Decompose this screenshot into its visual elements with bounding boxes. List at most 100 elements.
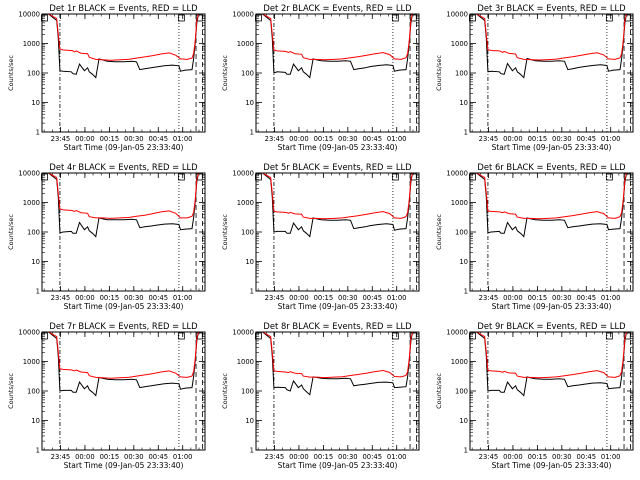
top-box-marker bbox=[605, 173, 613, 181]
panel-det-7: Det 7r BLACK = Events, RED = LLD Counts/s… bbox=[7, 321, 206, 470]
panel-title: Det 5r BLACK = Events, RED = LLD bbox=[263, 162, 411, 172]
y-tick-label: 100 bbox=[455, 229, 468, 237]
panel-det-5: Det 5r BLACK = Events, RED = LLD Counts/s… bbox=[221, 162, 420, 311]
panel-det-1: Det 1r BLACK = Events, RED = LLD Counts/s… bbox=[7, 3, 206, 152]
top-box-marker bbox=[177, 173, 185, 181]
x-tick-label: 00:15 bbox=[314, 135, 334, 143]
lld-series-line bbox=[256, 332, 419, 379]
y-axis-label: Counts/sec bbox=[435, 373, 443, 409]
x-tick-label: 00:45 bbox=[148, 453, 168, 461]
events-series-line bbox=[256, 332, 419, 396]
y-tick-label: 1000 bbox=[237, 358, 254, 366]
top-box-marker bbox=[177, 332, 185, 340]
panel-title: Det 8r BLACK = Events, RED = LLD bbox=[263, 321, 411, 331]
panel-title: Det 2r BLACK = Events, RED = LLD bbox=[263, 3, 411, 13]
x-tick-label: 00:15 bbox=[528, 294, 548, 302]
x-tick-label: 00:00 bbox=[503, 453, 523, 461]
x-tick-label: 00:30 bbox=[124, 294, 144, 302]
x-tick-label: 01:00 bbox=[387, 135, 407, 143]
top-box-marker bbox=[41, 173, 48, 181]
x-tick-label: 01:00 bbox=[601, 453, 621, 461]
lld-series-line bbox=[470, 173, 633, 220]
top-box-marker bbox=[195, 332, 203, 340]
x-tick-label: 00:45 bbox=[576, 294, 596, 302]
x-axis-label: Start Time (09-Jan-05 23:33:40) bbox=[64, 461, 184, 470]
x-tick-label: 23:45 bbox=[265, 453, 285, 461]
x-tick-label: 23:45 bbox=[479, 453, 499, 461]
y-tick-label: 10000 bbox=[18, 329, 40, 337]
x-tick-label: 23:45 bbox=[265, 135, 285, 143]
x-tick-label: 00:15 bbox=[314, 453, 334, 461]
x-tick-label: 00:30 bbox=[338, 294, 358, 302]
y-tick-label: 10 bbox=[245, 99, 254, 107]
y-tick-label: 1 bbox=[36, 288, 40, 296]
top-box-marker bbox=[623, 332, 631, 340]
y-axis-label: Counts/sec bbox=[435, 214, 443, 250]
y-tick-label: 100 bbox=[27, 70, 40, 78]
y-tick-label: 1 bbox=[36, 447, 40, 455]
panel-title: Det 6r BLACK = Events, RED = LLD bbox=[477, 162, 625, 172]
panel-det-6: Det 6r BLACK = Events, RED = LLD Counts/s… bbox=[435, 162, 634, 311]
y-tick-label: 1 bbox=[250, 288, 254, 296]
y-tick-label: 1 bbox=[464, 447, 468, 455]
x-axis-label: Start Time (09-Jan-05 23:33:40) bbox=[492, 143, 612, 152]
plot-frame bbox=[255, 13, 420, 133]
events-series-line bbox=[256, 173, 419, 238]
top-box-marker bbox=[195, 14, 203, 22]
x-tick-label: 01:00 bbox=[601, 135, 621, 143]
top-box-marker bbox=[391, 14, 399, 22]
x-tick-label: 00:00 bbox=[75, 453, 95, 461]
y-axis-label: Counts/sec bbox=[7, 55, 15, 91]
plot-frame bbox=[41, 172, 206, 292]
y-tick-label: 1000 bbox=[23, 40, 40, 48]
x-tick-label: 00:30 bbox=[338, 135, 358, 143]
y-tick-label: 10 bbox=[31, 99, 40, 107]
events-series-line bbox=[42, 173, 205, 238]
events-series-line bbox=[470, 14, 633, 79]
x-tick-label: 01:00 bbox=[601, 294, 621, 302]
y-tick-label: 10000 bbox=[18, 11, 40, 19]
panel-det-9: Det 9r BLACK = Events, RED = LLD Counts/s… bbox=[435, 321, 634, 470]
events-series-line bbox=[470, 332, 633, 397]
x-tick-label: 00:45 bbox=[362, 453, 382, 461]
events-series-line bbox=[256, 14, 419, 79]
x-tick-label: 00:15 bbox=[528, 135, 548, 143]
top-box-marker bbox=[409, 332, 417, 340]
top-box-marker bbox=[605, 14, 613, 22]
y-tick-label: 1000 bbox=[451, 358, 468, 366]
x-tick-label: 00:30 bbox=[552, 453, 572, 461]
panel-det-4: Det 4r BLACK = Events, RED = LLD Counts/s… bbox=[7, 162, 206, 311]
top-box-marker bbox=[255, 14, 262, 22]
y-tick-label: 10 bbox=[31, 417, 40, 425]
x-tick-label: 00:00 bbox=[75, 135, 95, 143]
y-tick-label: 10 bbox=[31, 258, 40, 266]
y-tick-label: 10000 bbox=[446, 329, 468, 337]
top-box-marker bbox=[469, 173, 476, 181]
y-tick-label: 1000 bbox=[23, 358, 40, 366]
y-axis-label: Counts/sec bbox=[221, 55, 229, 91]
x-tick-label: 00:30 bbox=[124, 135, 144, 143]
top-box-marker bbox=[195, 173, 203, 181]
x-tick-label: 00:30 bbox=[552, 135, 572, 143]
lld-series-line bbox=[42, 332, 205, 379]
y-tick-label: 10000 bbox=[446, 170, 468, 178]
x-axis-label: Start Time (09-Jan-05 23:33:40) bbox=[64, 302, 184, 311]
y-tick-label: 1 bbox=[464, 129, 468, 137]
top-box-marker bbox=[255, 332, 262, 340]
panel-title: Det 3r BLACK = Events, RED = LLD bbox=[477, 3, 625, 13]
x-tick-label: 01:00 bbox=[387, 294, 407, 302]
x-axis-label: Start Time (09-Jan-05 23:33:40) bbox=[64, 143, 184, 152]
panel-title: Det 7r BLACK = Events, RED = LLD bbox=[49, 321, 197, 331]
y-axis-label: Counts/sec bbox=[7, 373, 15, 409]
lld-series-line bbox=[42, 14, 205, 61]
y-tick-label: 1000 bbox=[451, 199, 468, 207]
top-box-marker bbox=[623, 14, 631, 22]
top-box-marker bbox=[391, 332, 399, 340]
panel-det-8: Det 8r BLACK = Events, RED = LLD Counts/s… bbox=[221, 321, 420, 470]
x-tick-label: 00:45 bbox=[362, 294, 382, 302]
x-tick-label: 01:00 bbox=[173, 135, 193, 143]
x-axis-label: Start Time (09-Jan-05 23:33:40) bbox=[278, 302, 398, 311]
x-tick-label: 23:45 bbox=[51, 135, 71, 143]
y-tick-label: 1000 bbox=[451, 40, 468, 48]
